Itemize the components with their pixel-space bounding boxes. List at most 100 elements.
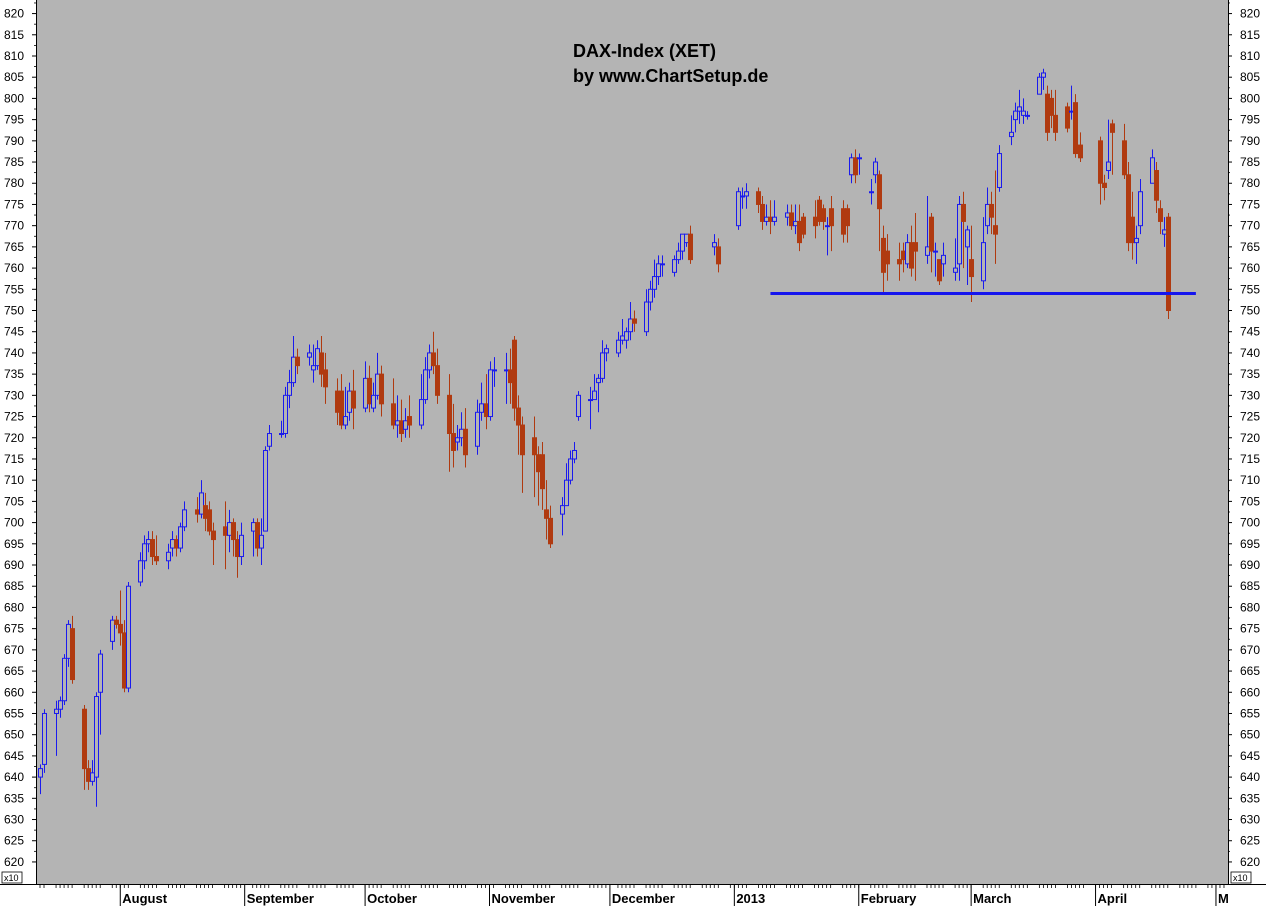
candle (981, 217, 986, 290)
candle (367, 365, 372, 413)
y-axis-right: 620 625 630 635 640 645 650 655 660 665 670 675 680 6… (1228, 2, 1260, 869)
y-tick-label-right: 810 (1240, 49, 1260, 63)
candle (447, 374, 452, 472)
candle (1098, 136, 1103, 205)
candle-body-up (54, 708, 59, 714)
candle-body-up (311, 365, 316, 371)
y-tick-label-left: 780 (4, 176, 24, 190)
y-tick-label-left: 820 (4, 7, 24, 21)
y-tick-label-left: 695 (4, 537, 24, 551)
candle-body-down (335, 390, 340, 413)
y-tick-label-left: 665 (4, 664, 24, 678)
x-month-label: October (367, 891, 417, 906)
candle (351, 369, 356, 430)
y-tick-label-right: 785 (1240, 155, 1260, 169)
y-tick-label-left: 730 (4, 388, 24, 402)
multiplier-label-right: x10 (1233, 873, 1248, 883)
candle-body-down (379, 373, 384, 405)
candle-body-down (536, 454, 541, 473)
candle-body-down (532, 437, 537, 456)
candle (58, 696, 63, 718)
candle-body-up (560, 505, 565, 515)
candle-body-up (375, 373, 380, 396)
candle-body-down (1130, 216, 1135, 244)
candle (604, 344, 609, 362)
candle-body-up (953, 267, 958, 273)
multiplier-label-left: x10 (4, 873, 19, 883)
y-tick-label-right: 660 (1240, 685, 1260, 699)
y-tick-label-left: 705 (4, 494, 24, 508)
x-month-label: November (492, 891, 556, 906)
candle (548, 505, 553, 549)
candle-body-up (1134, 237, 1139, 244)
y-tick-label-right: 775 (1240, 197, 1260, 211)
y-tick-label-left: 740 (4, 346, 24, 360)
x-axis: August September October November December 20… (39, 884, 1229, 906)
y-tick-label-left: 785 (4, 155, 24, 169)
candle (672, 255, 677, 277)
y-tick-label-left: 685 (4, 579, 24, 593)
candle-body-down (1126, 174, 1131, 244)
candle-body-up (1013, 110, 1018, 121)
candle-body-up (764, 216, 769, 222)
y-tick-label-right: 795 (1240, 113, 1260, 127)
candle-body-up (736, 191, 741, 227)
y-tick-label-right: 655 (1240, 706, 1260, 720)
candle-body-down (716, 246, 721, 265)
candle (544, 480, 549, 540)
candle-body-down (1078, 144, 1083, 159)
candle (1053, 89, 1058, 141)
y-tick-label-right: 715 (1240, 452, 1260, 466)
candle (873, 157, 878, 184)
y-tick-label-left: 725 (4, 410, 24, 424)
chart-title: DAX-Index (XET) (573, 41, 716, 61)
candle (1134, 225, 1139, 264)
x-month-label: April (1098, 891, 1128, 906)
candle (1154, 162, 1159, 213)
candle (166, 543, 171, 570)
candle-body-down (367, 377, 372, 405)
candle (644, 289, 649, 336)
candle-body-up (596, 377, 601, 384)
candle-body-down (154, 556, 159, 562)
candle-body-up (315, 348, 320, 367)
candle-body-down (937, 259, 942, 282)
candle-body-up (475, 411, 480, 447)
candle (339, 374, 344, 430)
candle-body-down (548, 517, 553, 545)
candle-body-up (588, 399, 593, 402)
candle-body-up (38, 768, 43, 778)
candle-body-up (90, 772, 95, 782)
candle-body-down (632, 318, 637, 324)
candle (110, 615, 115, 650)
candle-body-down (70, 628, 75, 681)
candle-body-down (118, 623, 123, 634)
candle (1073, 94, 1078, 158)
candle-body-up (479, 403, 484, 413)
y-tick-label-left: 655 (4, 706, 24, 720)
candle-body-down (223, 526, 228, 536)
x-month-label: August (122, 891, 167, 906)
candle-body-up (644, 301, 649, 333)
candle-body-down (431, 352, 436, 367)
candle-body-up (925, 246, 930, 256)
y-tick-label-left: 805 (4, 70, 24, 84)
candle-body-down (211, 530, 216, 541)
candle (455, 425, 460, 451)
x-month-label: September (247, 891, 314, 906)
candle-body-up (239, 534, 244, 558)
candle (182, 501, 187, 532)
candle-body-up (873, 161, 878, 176)
candle-body-down (961, 203, 966, 222)
candle-body-up (1009, 131, 1014, 138)
candle-body-down (913, 242, 918, 252)
candle (961, 191, 966, 269)
candle-body-up (660, 263, 665, 266)
candle-body-down (1122, 140, 1127, 176)
y-tick-label-right: 745 (1240, 325, 1260, 339)
candle (817, 195, 822, 226)
candle-body-up (1138, 191, 1143, 227)
candle-body-up (793, 220, 798, 227)
candle (1158, 200, 1163, 235)
candle-body-up (905, 242, 910, 265)
